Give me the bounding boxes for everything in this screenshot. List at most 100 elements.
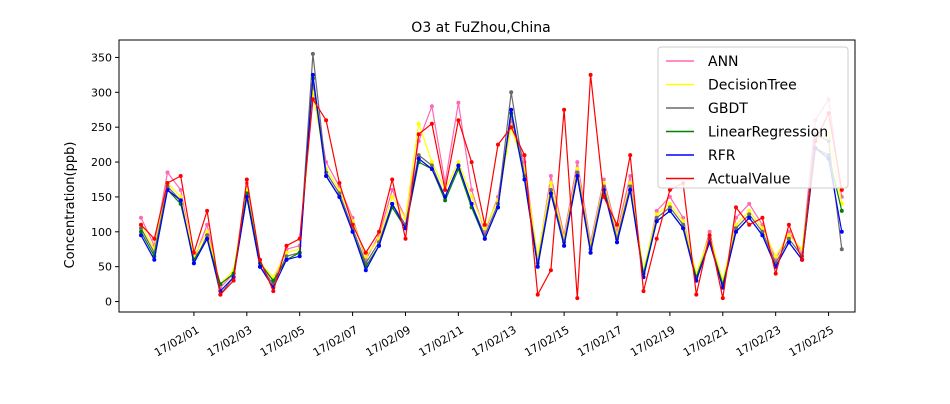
data-point [681,215,686,220]
data-point [390,194,395,199]
data-point [496,205,500,210]
data-point [139,215,143,220]
data-point [667,208,672,213]
series-line [140,74,843,293]
y-tick-label: 300 [91,86,112,99]
legend-label: RFR [708,148,736,164]
data-point [271,278,276,283]
data-point [363,254,368,259]
x-tick-label: 17/02/21 [681,323,730,359]
data-point [509,107,514,112]
data-point [403,236,408,241]
data-point [654,215,659,220]
y-tick-label: 350 [91,51,112,64]
y-axis-label: Concentration(ppb) [63,142,78,269]
data-point [363,268,368,273]
data-point [390,201,395,206]
data-point [734,226,738,231]
data-point [205,222,210,227]
data-point [628,187,633,192]
data-point [786,229,791,234]
data-point [231,278,236,283]
data-point [535,292,540,297]
data-point [443,187,448,192]
legend-label: ANN [708,54,739,70]
data-point [429,104,434,109]
data-point [601,194,606,199]
plot-area-frame [118,39,856,313]
data-point [760,226,765,231]
data-point [734,229,738,234]
legend-label: ActualValue [708,172,790,188]
data-point [205,236,210,241]
series-line [140,74,843,299]
x-tick-label: 17/02/07 [311,323,360,359]
data-point [139,229,143,234]
data-point [548,191,553,196]
data-point [284,254,289,259]
x-tick-label: 17/02/01 [152,323,201,359]
data-point [575,296,580,301]
data-point [786,222,791,227]
data-point [628,153,633,158]
data-point [324,174,329,178]
x-tick-label: 17/02/05 [258,323,307,359]
data-point [747,212,752,217]
y-tick-label: 0 [105,296,112,309]
data-point [522,153,527,158]
x-tick-label: 17/02/03 [205,323,254,359]
y-tick-label: 150 [91,191,112,204]
data-point [535,264,540,269]
y-tick-label: 200 [91,156,112,169]
data-point [324,118,329,123]
data-point [839,208,844,213]
data-point [654,219,659,224]
data-point [773,254,778,259]
data-point [681,226,686,231]
data-point [628,174,633,178]
data-point [628,181,633,185]
data-point [350,222,355,227]
data-point [205,229,210,234]
data-point [601,177,606,182]
data-point [337,181,342,185]
legend-label: DecisionTree [708,78,797,94]
data-point [588,72,593,77]
data-point [191,250,196,255]
x-tick-label: 17/02/09 [364,323,413,359]
data-point [152,236,157,241]
data-point [337,194,342,199]
data-point [548,187,553,192]
data-point [575,174,580,178]
data-point [284,243,289,248]
data-point [548,268,553,273]
legend-label: GBDT [708,101,748,117]
legend-label: LinearRegression [708,125,828,141]
data-point [839,229,844,234]
data-point [469,194,474,199]
data-point [178,187,183,192]
data-point [747,222,752,227]
data-point [482,226,487,231]
data-point [496,142,500,147]
x-tick-label: 17/02/19 [628,323,677,359]
y-tick-label: 250 [91,121,112,134]
data-point [297,254,302,259]
data-point [205,208,210,213]
data-point [429,121,434,126]
data-point [562,243,567,248]
data-point [482,236,487,241]
data-point [667,187,672,192]
data-point [165,181,170,185]
data-point [429,167,434,171]
data-point [548,174,553,178]
data-point [165,170,170,175]
data-point [681,219,686,224]
data-point [456,160,461,165]
data-point [429,163,434,168]
data-point [310,72,315,77]
data-point [773,271,778,276]
data-point [139,226,143,231]
data-point [139,233,143,238]
